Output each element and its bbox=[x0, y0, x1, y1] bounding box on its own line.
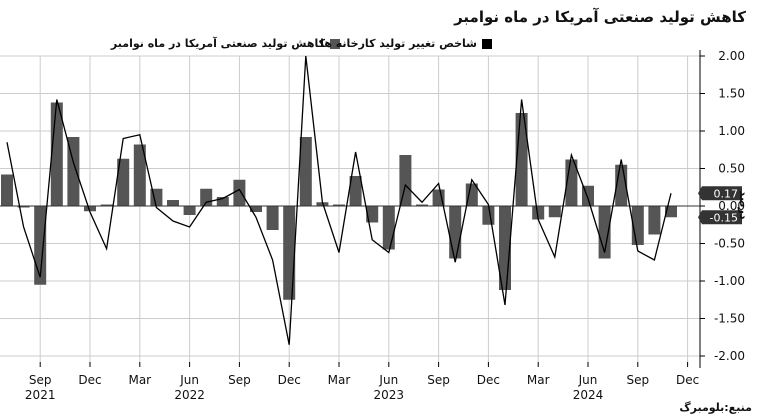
x-tick-label-month: Mar bbox=[328, 373, 351, 387]
bar-36 bbox=[598, 206, 611, 259]
legend-bars-label: کاهش تولید صنعتی آمریکا در ماه نوامبر bbox=[110, 37, 325, 50]
source-note: منبع:بلومبرگ bbox=[679, 401, 752, 414]
bar-1 bbox=[17, 206, 30, 208]
x-tick-label-month: Dec bbox=[278, 373, 301, 387]
x-tick-label-month: Sep bbox=[228, 373, 251, 387]
value-badge-label: -0.15 bbox=[710, 211, 738, 224]
value-badge-label: 0.17 bbox=[714, 187, 739, 200]
x-tick-label-month: Sep bbox=[29, 373, 52, 387]
line-series bbox=[6, 55, 672, 345]
legend-line-label: شاخص تغییر تولید کارخانه ها bbox=[320, 37, 477, 50]
bar-6 bbox=[100, 204, 113, 206]
x-tick-label-year: 2022 bbox=[174, 388, 205, 402]
y-tick-label: -1.50 bbox=[714, 312, 745, 326]
bar-33 bbox=[548, 206, 561, 218]
chart-title: کاهش تولید صنعتی آمریکا در ماه نوامبر bbox=[454, 8, 746, 26]
x-tick-label-month: Mar bbox=[527, 373, 550, 387]
bar-32 bbox=[532, 206, 545, 220]
y-tick-label: 1.00 bbox=[718, 124, 745, 138]
bar-25 bbox=[416, 204, 428, 206]
y-tick-label: 2.00 bbox=[718, 49, 745, 63]
value-badge-1 bbox=[698, 210, 742, 225]
bar-24 bbox=[399, 155, 412, 206]
bar-20 bbox=[333, 204, 345, 206]
x-tick-label-month: Dec bbox=[477, 373, 500, 387]
x-tick-label-month: Dec bbox=[676, 373, 699, 387]
x-tick-label-month: Jun bbox=[378, 373, 398, 387]
bar-17 bbox=[283, 206, 296, 300]
bar-5 bbox=[84, 206, 96, 212]
bar-23 bbox=[382, 206, 395, 250]
legend-item-line: شاخص تغییر تولید کارخانه ها bbox=[320, 37, 492, 50]
x-tick-label-month: Dec bbox=[78, 373, 101, 387]
x-tick-label-month: Mar bbox=[128, 373, 151, 387]
bar-22 bbox=[366, 206, 379, 223]
value-badge-0 bbox=[698, 186, 742, 201]
bar-14 bbox=[233, 179, 246, 206]
x-tick-label-year: 2023 bbox=[374, 388, 405, 402]
bar-29 bbox=[482, 206, 495, 225]
bar-2 bbox=[34, 206, 47, 285]
bar-0 bbox=[1, 174, 13, 206]
y-tick-label: 0.00 bbox=[718, 199, 745, 213]
x-tick-label-month: Jun bbox=[179, 373, 199, 387]
bar-4 bbox=[67, 137, 80, 206]
bar-8 bbox=[133, 144, 146, 206]
bar-27 bbox=[449, 206, 462, 259]
y-tick-label: 1.50 bbox=[718, 87, 745, 101]
bar-15 bbox=[250, 206, 262, 212]
legend-item-bars: کاهش تولید صنعتی آمریکا در ماه نوامبر bbox=[111, 37, 340, 50]
line-swatch-icon bbox=[482, 38, 492, 49]
bar-13 bbox=[216, 197, 229, 206]
y-tick-label: -1.00 bbox=[714, 274, 745, 288]
x-tick-label-year: 2021 bbox=[25, 388, 56, 402]
y-axis-unit: درصد bbox=[737, 190, 751, 220]
x-tick-label-year: 2024 bbox=[573, 388, 604, 402]
bar-10 bbox=[167, 200, 179, 206]
x-tick-label-month: Sep bbox=[626, 373, 649, 387]
bar-7 bbox=[117, 158, 130, 206]
bar-26 bbox=[432, 189, 445, 206]
bar-3 bbox=[50, 102, 63, 206]
bar-21 bbox=[349, 176, 362, 206]
bar-18 bbox=[299, 137, 312, 206]
bar-16 bbox=[266, 206, 279, 230]
bar-28 bbox=[465, 183, 478, 206]
x-tick-label-month: Sep bbox=[427, 373, 450, 387]
bar-40 bbox=[665, 206, 677, 218]
y-tick-label: -2.00 bbox=[714, 349, 745, 363]
bar-swatch-icon bbox=[330, 38, 340, 49]
y-tick-label: 0.50 bbox=[718, 162, 745, 176]
y-tick-label: -0.50 bbox=[714, 237, 745, 251]
bar-11 bbox=[183, 206, 196, 215]
bar-39 bbox=[648, 206, 661, 235]
x-tick-label-month: Jun bbox=[578, 373, 598, 387]
